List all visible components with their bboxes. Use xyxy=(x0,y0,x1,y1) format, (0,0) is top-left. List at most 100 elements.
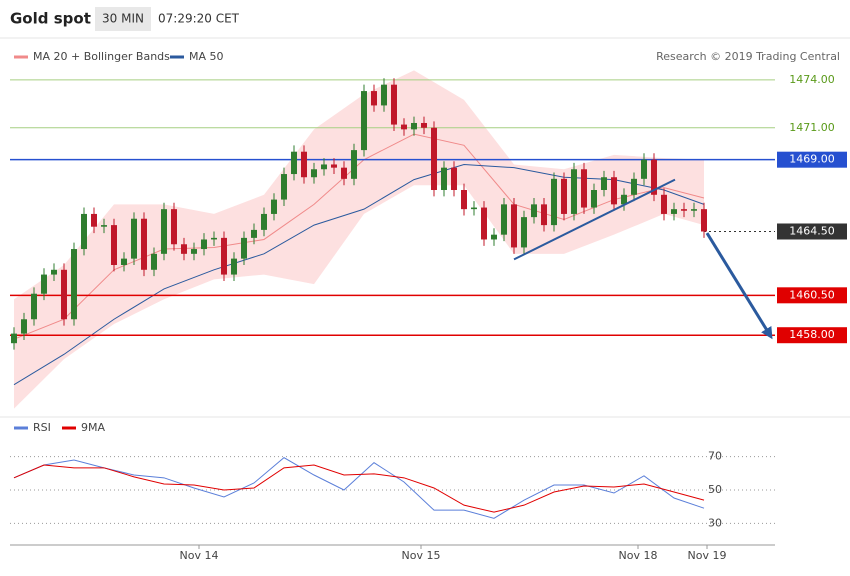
candle-body xyxy=(671,209,677,214)
candle-body xyxy=(411,122,417,130)
candle-body xyxy=(101,225,107,227)
legend-label: 9MA xyxy=(81,421,105,434)
candle-body xyxy=(151,253,157,270)
rsi-line xyxy=(13,464,705,513)
candle-body xyxy=(241,237,247,259)
level-label: 1464.50 xyxy=(789,224,835,237)
candle-body xyxy=(441,167,447,190)
forecast-arrow xyxy=(705,232,773,340)
candle-body xyxy=(131,218,137,259)
candle-body xyxy=(391,84,397,125)
candle-body xyxy=(191,249,197,254)
candle-body xyxy=(51,269,57,275)
candle-body xyxy=(351,150,357,179)
candle-body xyxy=(71,249,77,320)
time: 07:29:20 CET xyxy=(158,12,240,26)
level-box xyxy=(777,327,847,344)
candle-body xyxy=(381,84,387,106)
candle-body xyxy=(431,127,437,190)
candle-body xyxy=(501,204,507,235)
level-box xyxy=(777,151,847,168)
candle-body xyxy=(171,209,177,245)
bollinger-band xyxy=(14,70,704,409)
candle-body xyxy=(581,169,587,208)
candle-body xyxy=(571,169,577,214)
candle-body xyxy=(471,207,477,210)
candle-body xyxy=(601,177,607,190)
rsi-line xyxy=(13,457,705,519)
level-label: 1469.00 xyxy=(789,153,835,166)
y-tick-label: 50 xyxy=(708,483,722,496)
candle-body xyxy=(421,122,427,128)
candle-body xyxy=(341,167,347,179)
legend-label: MA 50 xyxy=(189,50,224,63)
candle-body xyxy=(271,199,277,214)
level-label: 1471.00 xyxy=(789,121,835,134)
level-label: 1458.00 xyxy=(789,328,835,341)
candle-body xyxy=(641,159,647,179)
candle-body xyxy=(321,164,327,170)
candle-body xyxy=(591,190,597,208)
candle-body xyxy=(181,244,187,254)
trendline xyxy=(513,178,676,261)
x-tick-label: Nov 14 xyxy=(180,549,219,562)
interval: 30 MIN xyxy=(102,12,144,26)
interval-box xyxy=(95,7,151,31)
candle-body xyxy=(521,217,527,248)
candle-body xyxy=(21,319,27,334)
candle-body xyxy=(621,194,627,205)
candle-body xyxy=(681,209,687,211)
candle-body xyxy=(401,124,407,130)
candle-body xyxy=(251,229,257,238)
candle-body xyxy=(61,269,67,320)
candle-body xyxy=(11,333,17,344)
candle-body xyxy=(461,190,467,210)
x-tick-label: Nov 15 xyxy=(402,549,441,562)
candle-body xyxy=(661,194,667,214)
candle-body xyxy=(211,237,217,240)
candle-body xyxy=(611,177,617,205)
legend-label: RSI xyxy=(33,421,51,434)
legend-label: MA 20 + Bollinger Bands xyxy=(33,50,170,63)
candle-body xyxy=(481,207,487,240)
candle-body xyxy=(231,258,237,275)
candle-body xyxy=(651,159,657,195)
title: Gold spot xyxy=(10,10,91,28)
candle-body xyxy=(361,91,367,151)
candle-body xyxy=(111,225,117,265)
candle-body xyxy=(41,274,47,294)
candle-body xyxy=(121,258,127,265)
candle-body xyxy=(161,209,167,254)
level-box xyxy=(777,287,847,304)
candle-body xyxy=(541,204,547,226)
candle-body xyxy=(331,164,337,168)
candle-body xyxy=(301,151,307,178)
y-tick-label: 30 xyxy=(708,516,722,529)
candle-body xyxy=(631,178,637,195)
x-tick-label: Nov 19 xyxy=(688,549,727,562)
candle-body xyxy=(371,91,377,106)
level-label: 1474.00 xyxy=(789,73,835,86)
candle-body xyxy=(31,293,37,320)
candle-body xyxy=(281,174,287,200)
candle-body xyxy=(451,167,457,190)
x-tick-label: Nov 18 xyxy=(619,549,658,562)
candle-body xyxy=(81,213,87,250)
y-tick-label: 70 xyxy=(708,450,722,463)
level-box xyxy=(777,223,847,240)
candle-body xyxy=(291,151,297,175)
candle-body xyxy=(511,204,517,248)
level-label: 1460.50 xyxy=(789,288,835,301)
candle-body xyxy=(561,178,567,214)
candle-body xyxy=(691,209,697,211)
candle-body xyxy=(141,218,147,270)
moving-average xyxy=(13,163,705,386)
candle-body xyxy=(311,169,317,178)
candle-body xyxy=(491,234,497,240)
candle-body xyxy=(261,213,267,230)
candle-body xyxy=(201,239,207,250)
candle-body xyxy=(221,237,227,275)
candle-body xyxy=(91,213,97,227)
